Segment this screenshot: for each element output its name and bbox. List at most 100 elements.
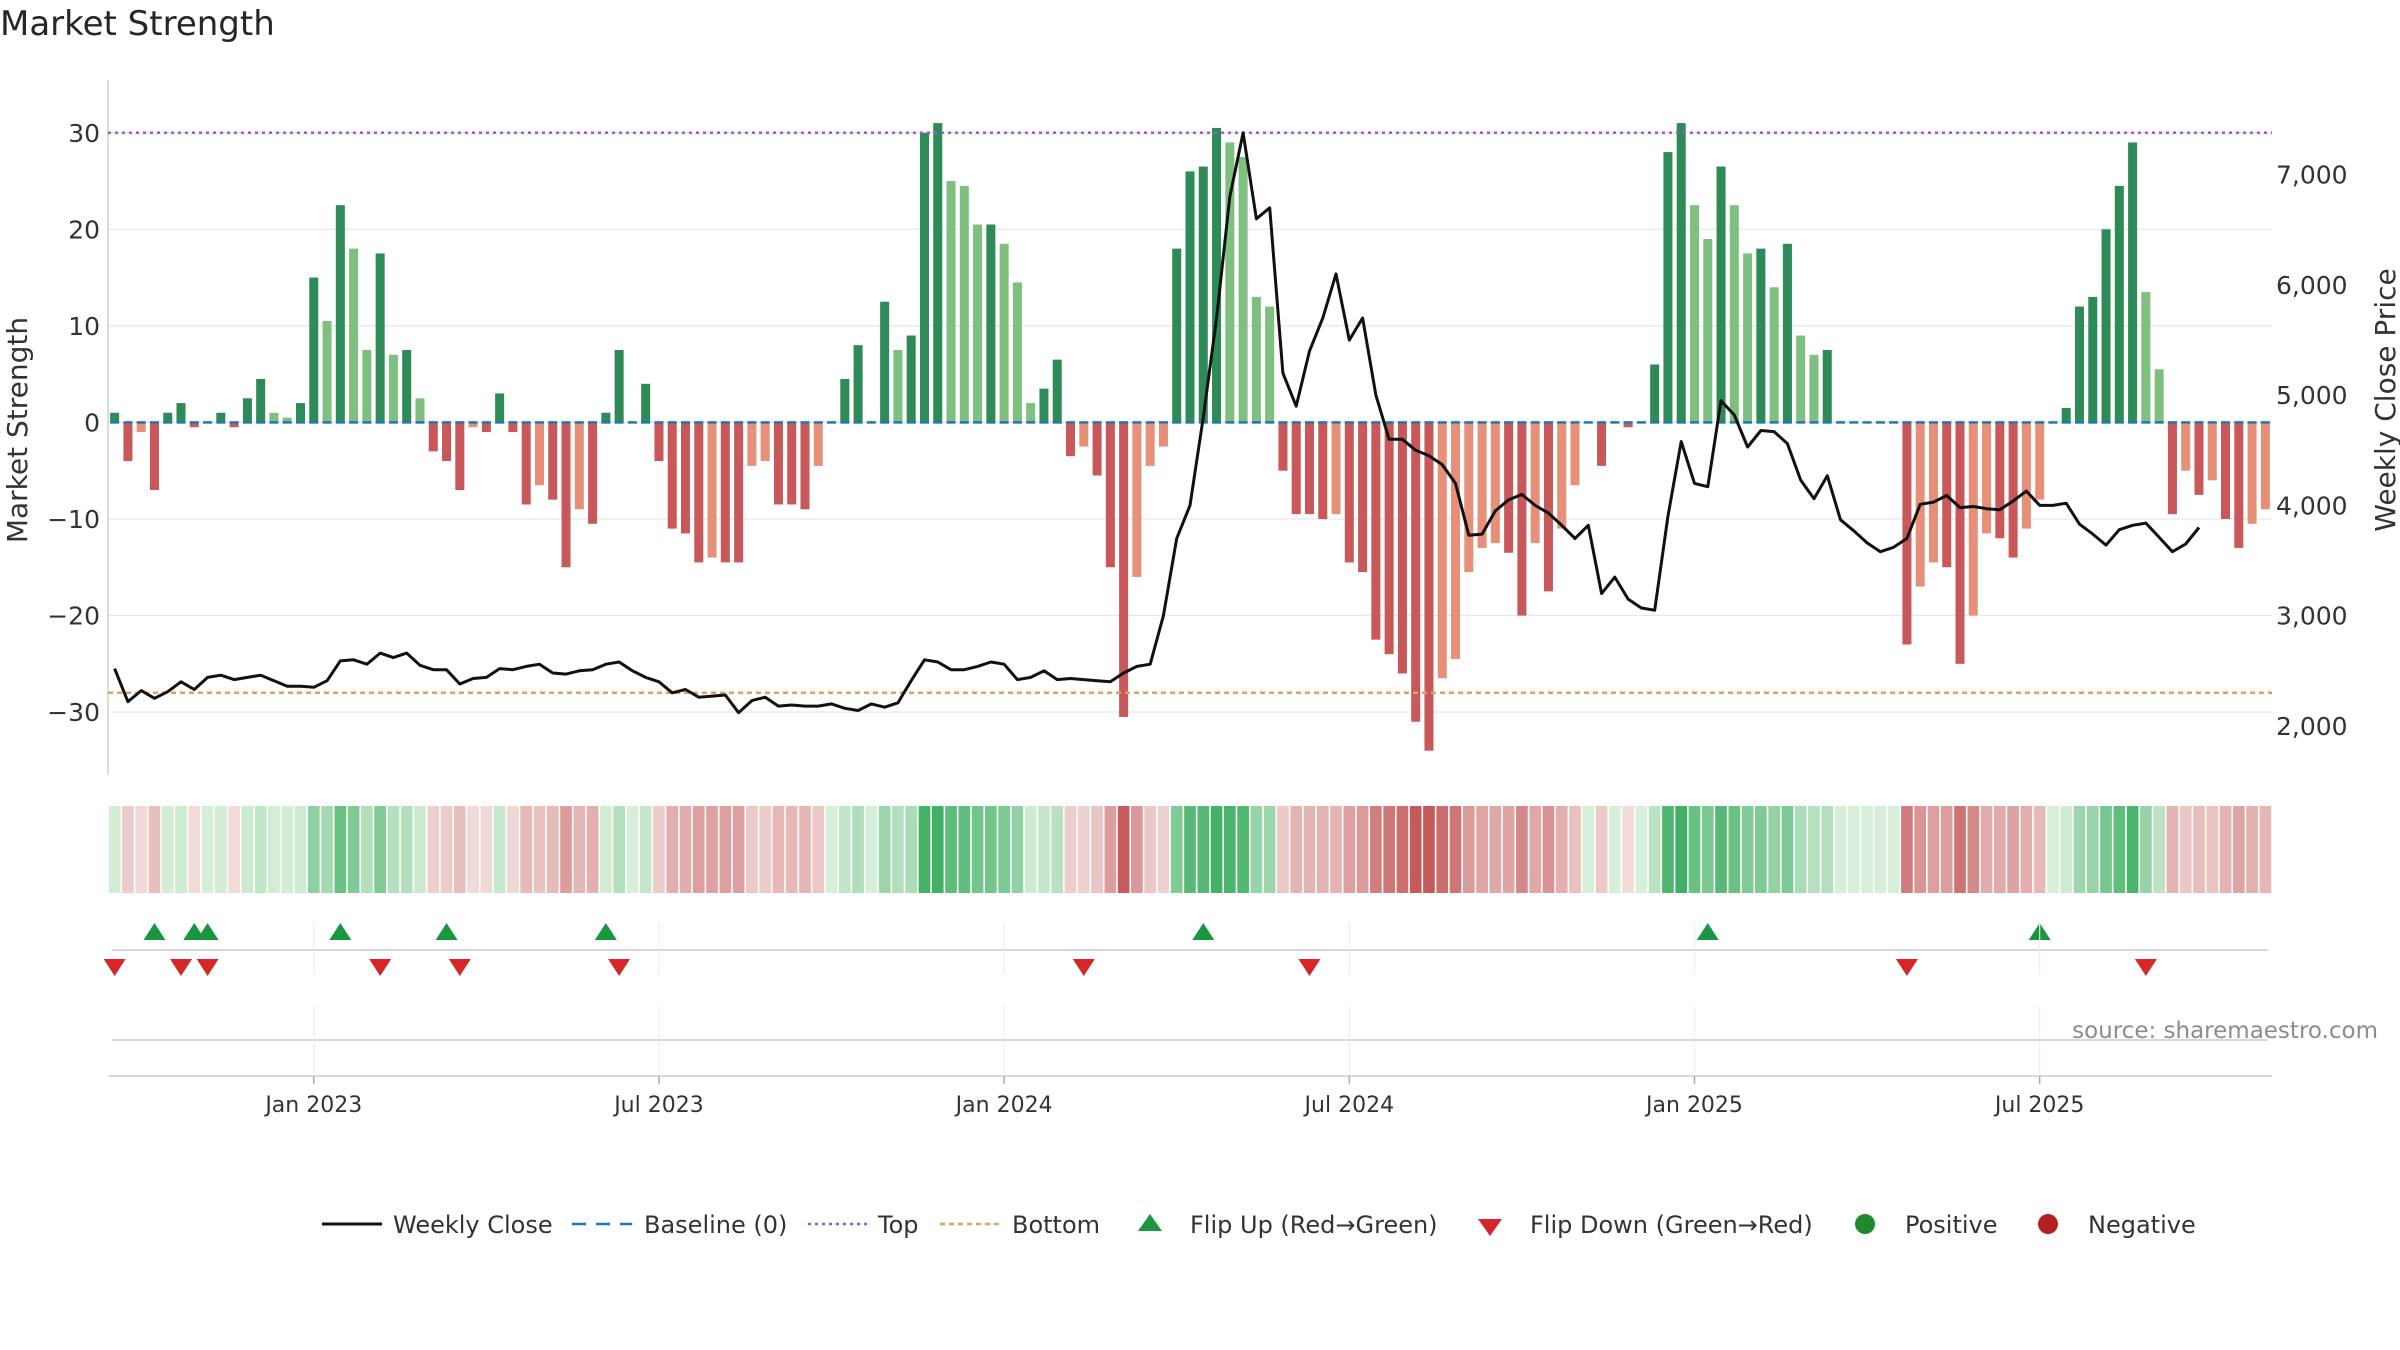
strength-bar — [508, 422, 518, 433]
ribbon-cell — [2219, 806, 2232, 893]
ribbon-cell — [1834, 806, 1847, 893]
ribbon-cell — [1927, 806, 1940, 893]
legend-label: Bottom — [1012, 1211, 1100, 1239]
strength-bar — [269, 412, 279, 423]
ribbon-cell — [1250, 806, 1263, 893]
ribbon-cell — [998, 806, 1010, 893]
strength-bar — [1066, 422, 1076, 457]
ribbon-cell — [2073, 806, 2086, 893]
strength-bar — [2128, 142, 2138, 423]
strength-bar — [123, 422, 133, 462]
strength-bar — [1172, 248, 1182, 423]
ribbon-cell — [2126, 806, 2139, 893]
ribbon-cell — [1755, 806, 1767, 893]
strength-ribbon — [108, 806, 2272, 893]
ribbon-cell — [1476, 806, 1488, 893]
ribbon-cell — [493, 806, 506, 893]
ribbon-cell — [215, 806, 227, 893]
ribbon-cell — [281, 806, 294, 893]
ribbon-cell — [1330, 806, 1342, 893]
legend-flip-up-swatch — [1138, 1214, 1162, 1231]
ribbon-cell — [1648, 806, 1661, 893]
flip-markers — [103, 923, 2268, 1041]
x-tick-label: Jan 2023 — [263, 1093, 362, 1118]
legend-label: Flip Up (Red→Green) — [1190, 1211, 1438, 1239]
strength-bar — [1756, 248, 1766, 423]
strength-bar — [1265, 306, 1275, 423]
weekly-close-line — [113, 131, 2201, 715]
strength-bar — [1278, 422, 1288, 471]
ribbon-cell — [520, 806, 533, 893]
ribbon-cell — [1555, 806, 1568, 893]
strength-bar — [1145, 422, 1155, 466]
y-left-tick-label: −20 — [47, 602, 100, 631]
ribbon-cell — [1781, 806, 1794, 893]
strength-bar — [149, 422, 159, 490]
strength-bar — [1902, 422, 1912, 645]
strength-bar — [1477, 422, 1487, 548]
strength-bar — [694, 422, 704, 563]
legend-label: Positive — [1905, 1211, 1998, 1239]
ribbon-cell — [400, 806, 413, 893]
ribbon-cell — [905, 806, 918, 893]
legend-flip-down-swatch — [1478, 1219, 1502, 1236]
ribbon-cell — [1967, 806, 1980, 893]
ribbon-cell — [1516, 806, 1528, 893]
ribbon-cell — [1980, 806, 1993, 893]
ribbon-cell — [1343, 806, 1356, 893]
strength-bar — [1198, 166, 1208, 423]
strength-bar — [1464, 422, 1474, 573]
flip-down-marker — [608, 959, 631, 976]
flip-down-marker — [170, 959, 193, 976]
ribbon-cell — [653, 806, 665, 893]
strength-bar — [800, 422, 810, 510]
ribbon-cell — [812, 806, 825, 893]
strength-bar — [1490, 422, 1500, 544]
strength-bar — [136, 422, 146, 433]
y-right-tick-label: 5,000 — [2276, 381, 2348, 410]
strength-bar — [773, 422, 783, 505]
strength-bar — [256, 378, 266, 423]
strength-bar — [1995, 422, 2005, 539]
flip-up-marker — [1696, 923, 1719, 940]
strength-bars — [110, 123, 2270, 751]
strength-bar — [946, 181, 956, 423]
ribbon-cell — [1794, 806, 1807, 893]
top-panel-axes: 30 20 10 0 −10 −20 −30 7,000 6,000 5,000 4,000 3,00… — [1, 80, 2400, 775]
flip-up-marker — [594, 923, 617, 940]
strength-bar — [813, 422, 823, 466]
strength-bar — [335, 205, 345, 423]
strength-bar — [840, 378, 850, 423]
ribbon-cell — [1715, 806, 1727, 893]
ribbon-cell — [931, 806, 944, 893]
weekly-close-series — [113, 131, 2201, 715]
strength-bar — [760, 422, 770, 462]
ribbon-cell — [1370, 806, 1382, 893]
ribbon-cell — [1290, 806, 1303, 893]
ribbon-cell — [1144, 806, 1157, 893]
strength-bar — [1782, 243, 1792, 423]
flip-up-marker — [1192, 923, 1215, 940]
strength-bar — [455, 422, 465, 490]
strength-bar — [654, 422, 664, 462]
ribbon-cell — [1197, 806, 1210, 893]
strength-bar — [1557, 422, 1567, 529]
strength-bar — [189, 422, 199, 428]
strength-bar — [2167, 422, 2177, 515]
legend-label: Negative — [2088, 1211, 2196, 1239]
strength-bar — [229, 422, 239, 428]
ribbon-cell — [427, 806, 440, 893]
strength-bar — [1650, 364, 1660, 423]
ribbon-cell — [1887, 806, 1900, 893]
strength-bar — [1530, 422, 1540, 544]
strength-bar — [2021, 422, 2031, 529]
legend-negative-swatch — [2038, 1214, 2058, 1234]
ribbon-cell — [706, 806, 718, 893]
strength-bar — [959, 185, 969, 423]
ribbon-cell — [971, 806, 984, 893]
strength-bar — [1689, 205, 1700, 423]
strength-bar — [574, 422, 584, 510]
x-tick-label: Jan 2025 — [1644, 1093, 1743, 1118]
strength-bar — [1092, 422, 1102, 476]
ribbon-cell — [1303, 806, 1316, 893]
